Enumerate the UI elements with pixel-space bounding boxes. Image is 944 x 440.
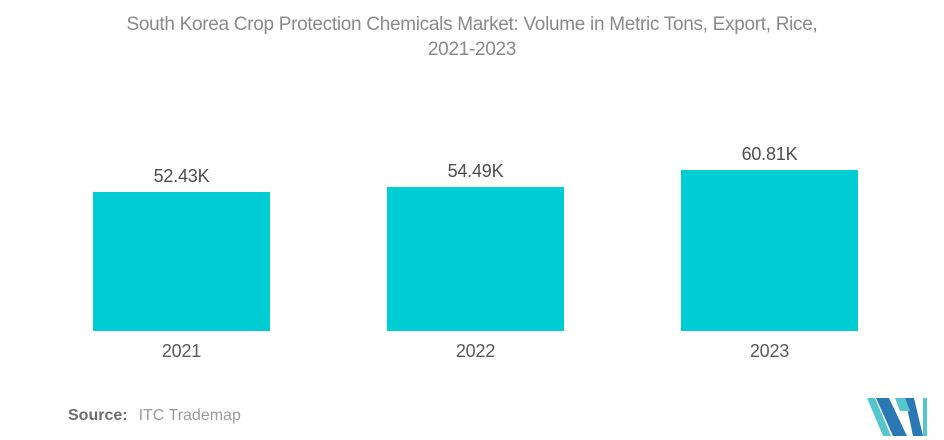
- bar-group-2021: 52.43K 2021: [93, 166, 270, 361]
- bar-group-2022: 54.49K 2022: [387, 161, 564, 361]
- logo-teal-bar: [923, 398, 927, 436]
- source-row: Source: ITC Trademap: [68, 407, 241, 425]
- chart-title-line2: 2021-2023: [427, 39, 517, 60]
- source-value: ITC Trademap: [138, 407, 241, 424]
- bar-year-label: 2023: [749, 341, 790, 361]
- logo-right-teal-stroke: [895, 398, 910, 411]
- bar-group-2023: 60.81K 2023: [681, 144, 858, 361]
- logo-left-blue-stroke: [876, 398, 907, 436]
- bar-value-label: 52.43K: [153, 166, 210, 186]
- chart-title-line1: South Korea Crop Protection Chemicals Ma…: [126, 14, 818, 35]
- bar-year-label: 2021: [161, 341, 202, 361]
- bar: [93, 192, 270, 331]
- chart-title: South Korea Crop Protection Chemicals Ma…: [0, 12, 944, 62]
- bar: [387, 187, 564, 331]
- bar-chart: 52.43K 2021 54.49K 2022 60.81K 2023: [93, 130, 858, 361]
- bar-year-label: 2022: [455, 341, 496, 361]
- logo-right-blue-stroke: [905, 398, 923, 436]
- bar-value-label: 54.49K: [447, 161, 504, 181]
- source-label: Source:: [68, 407, 128, 424]
- logo-left-teal-stroke: [867, 398, 891, 436]
- mordor-intelligence-logo: [867, 398, 927, 436]
- bar: [681, 170, 858, 331]
- bar-value-label: 60.81K: [741, 144, 798, 164]
